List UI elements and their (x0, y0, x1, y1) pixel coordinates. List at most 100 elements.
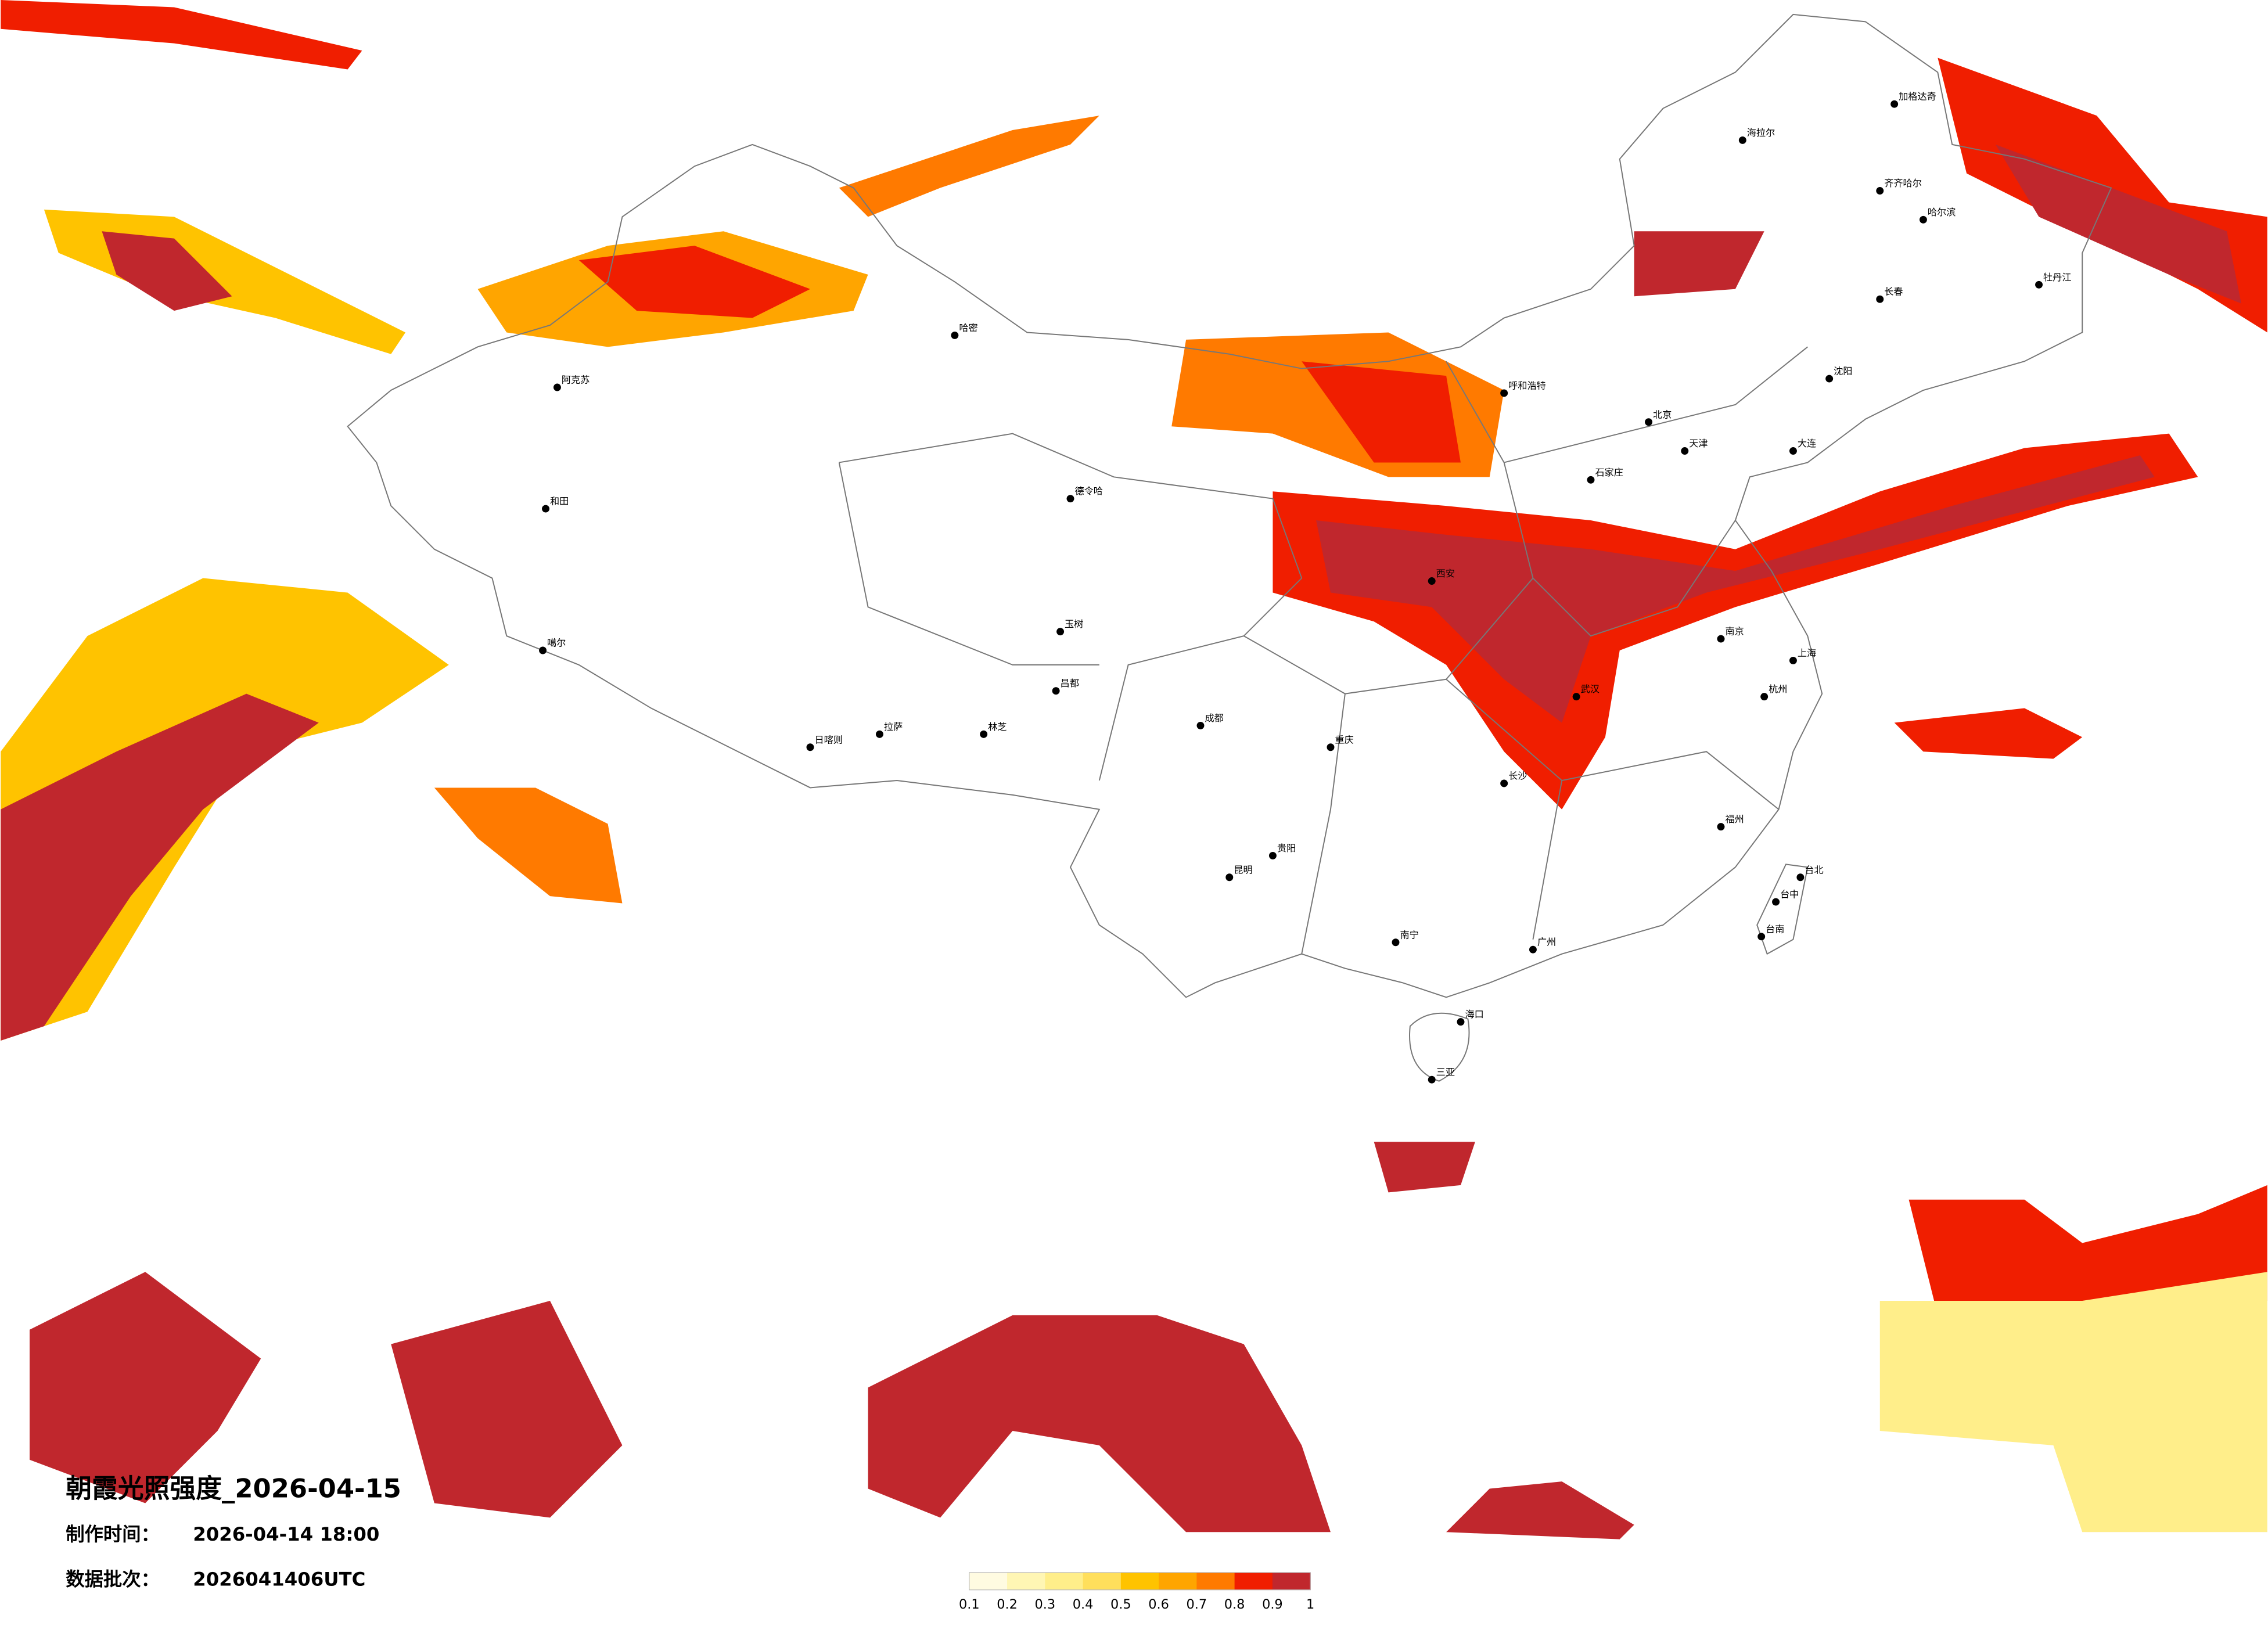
city-label: 昌都 (1061, 678, 1079, 689)
city-dot (1056, 628, 1065, 636)
meta-label: 数据批次： (66, 1568, 160, 1590)
legend-tick-label: 0.8 (1224, 1597, 1245, 1612)
city-dot (1587, 476, 1595, 484)
city-label: 贵阳 (1277, 843, 1296, 854)
city-dot (1876, 295, 1884, 303)
city-dot (1457, 1018, 1465, 1026)
city-label: 昆明 (1234, 864, 1252, 875)
legend-frame (969, 1572, 1311, 1591)
city-dot (1500, 779, 1508, 787)
legend-swatch (1045, 1572, 1084, 1590)
city-label: 杭州 (1769, 684, 1787, 695)
city-label: 日喀则 (814, 734, 842, 745)
heat-field (1, 0, 2267, 1539)
legend-swatch (1272, 1572, 1311, 1590)
city-label: 西安 (1436, 568, 1455, 579)
city-label: 重庆 (1335, 734, 1353, 745)
city-label: 三亚 (1436, 1067, 1455, 1078)
legend-tick-label: 0.3 (1034, 1597, 1055, 1612)
city-dot (1225, 873, 1234, 882)
legend-swatch (1196, 1572, 1235, 1590)
city-dot (1529, 945, 1537, 954)
city-label: 阿克苏 (562, 375, 590, 386)
city-dot (1825, 375, 1834, 383)
city-label: 上海 (1798, 647, 1816, 659)
legend-tick-label: 0.2 (997, 1597, 1018, 1612)
city-dot (2035, 280, 2043, 289)
city-dot (1738, 136, 1746, 144)
city-label: 海口 (1465, 1009, 1483, 1020)
island-outline (1409, 1012, 1470, 1082)
city-label: 台中 (1780, 889, 1799, 900)
city-label: 玉树 (1065, 618, 1083, 629)
legend-tick-label: 1 (1306, 1597, 1314, 1612)
legend-swatch (1159, 1572, 1198, 1590)
city-label: 长春 (1884, 286, 1903, 297)
meta-value: 2026041406UTC (193, 1568, 365, 1590)
city-label: 牡丹江 (2043, 272, 2071, 283)
city-dot (1717, 635, 1725, 643)
borders (347, 13, 2112, 1082)
city-label: 噶尔 (547, 638, 566, 649)
city-dot (542, 505, 549, 513)
city-label: 哈密 (959, 322, 977, 333)
heat-area (578, 246, 810, 318)
heat-area (1302, 361, 1461, 463)
city-dot (1760, 693, 1769, 701)
city-dot (1717, 823, 1725, 831)
city-label: 沈阳 (1834, 366, 1852, 377)
city-label: 福州 (1725, 814, 1744, 825)
city-dot (875, 730, 883, 738)
city-label: 齐齐哈尔 (1884, 178, 1922, 189)
city-dot (1757, 933, 1766, 941)
legend-tick-label: 0.9 (1262, 1597, 1283, 1612)
city-dot (1500, 389, 1508, 397)
city-dot (1772, 898, 1780, 906)
heat-area (29, 1272, 261, 1503)
city-label: 呼和浩特 (1508, 380, 1546, 391)
city-label: 长沙 (1508, 771, 1527, 782)
city-dot (1428, 577, 1436, 585)
island-outline (1756, 864, 1809, 955)
heat-area (1, 0, 362, 70)
heat-area (868, 1315, 1331, 1533)
city-dot (553, 383, 561, 391)
city-dot (806, 743, 814, 751)
province-borders (838, 346, 1808, 954)
city-label: 和田 (550, 496, 569, 507)
city-label: 台北 (1805, 864, 1823, 875)
legend-swatch (1007, 1572, 1046, 1590)
heat-area (1908, 1185, 2267, 1315)
heat-area (1374, 1142, 1475, 1193)
legend-swatch (1234, 1572, 1273, 1590)
heat-area (1634, 231, 1764, 297)
heat-area (1, 578, 449, 1041)
map-title: 朝霞光照强度_2026-04-15 (66, 1473, 401, 1503)
legend-swatch (1120, 1572, 1159, 1590)
legend: 0.1 0.2 0.3 0.4 0.5 0.6 0.7 0.8 0.9 1 (959, 1572, 1314, 1612)
city-label: 天津 (1689, 438, 1708, 449)
meta-label: 制作时间： (66, 1523, 160, 1545)
heat-area (1446, 1481, 1634, 1539)
city-dot (1789, 447, 1797, 455)
city-dot (1876, 187, 1884, 195)
city-dot (539, 646, 547, 654)
city-dot (1428, 1075, 1436, 1084)
city-label: 拉萨 (884, 721, 903, 732)
legend-swatch (969, 1572, 1008, 1590)
heat-area (1879, 1272, 2267, 1533)
country-outline (347, 13, 2112, 998)
city-label: 海拉尔 (1747, 127, 1775, 138)
city-dot (1789, 656, 1797, 664)
city-label: 武汉 (1581, 684, 1600, 695)
legend-tick-label: 0.7 (1187, 1597, 1207, 1612)
legend-tick-label: 0.4 (1073, 1597, 1094, 1612)
city-label: 广州 (1537, 937, 1556, 948)
city-dot (1066, 495, 1074, 503)
city-label: 大连 (1798, 438, 1816, 449)
heat-area (102, 231, 232, 311)
city-dot (951, 331, 959, 339)
city-label: 林芝 (988, 721, 1007, 732)
city-dot (1796, 873, 1805, 882)
